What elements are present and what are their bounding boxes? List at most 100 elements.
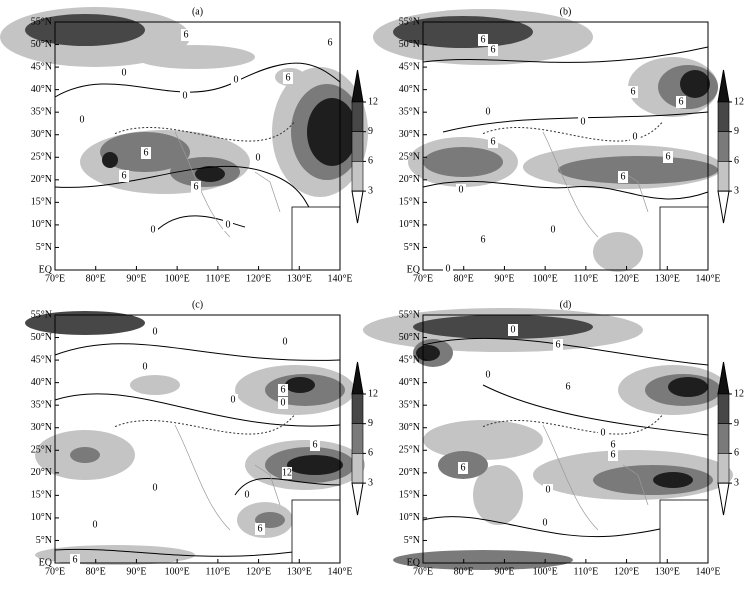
- contour-label: 0: [459, 184, 464, 195]
- inset-box: [291, 499, 341, 564]
- contour-label: 6: [481, 34, 486, 45]
- y-tick-label: 5°N: [36, 535, 52, 546]
- y-tick-label: 10°N: [399, 219, 420, 230]
- contour-label: 6: [122, 170, 127, 181]
- contour-label-bg: [242, 489, 252, 501]
- contour-label-bg: [563, 381, 573, 393]
- contour-label: 0: [446, 263, 451, 274]
- x-tick-label: 70°E: [45, 273, 65, 284]
- colorbar-segment: [351, 161, 364, 192]
- contour-label: 0: [234, 74, 239, 85]
- colorbar-tick-label: 6: [734, 156, 739, 167]
- x-tick-label: 110°E: [205, 566, 230, 577]
- contour-label-bg: [191, 181, 201, 193]
- contour-label: 6: [194, 181, 199, 192]
- panel-label: (a): [192, 6, 203, 17]
- contour-line: [54, 343, 341, 361]
- contour-label-bg: [253, 152, 263, 164]
- x-tick-label: 130°E: [287, 273, 312, 284]
- colorbar-segment: [351, 393, 364, 425]
- shaded-region: [416, 345, 440, 361]
- contour-label: 6: [491, 44, 496, 55]
- contour-label: 6: [461, 462, 466, 473]
- contour-label-bg: [478, 34, 488, 46]
- contour-label: 6: [481, 234, 486, 245]
- map-panel: (c) 0 0 0 6 0 0 6 12 0 0 0 6 6 70°E 80°E 90°E 100°E 110°E 1…: [25, 299, 365, 577]
- contour-label-bg: [90, 519, 100, 531]
- contour-label: 6: [556, 339, 561, 350]
- y-tick-label: 45°N: [399, 354, 420, 365]
- contour-label: 0: [281, 397, 286, 408]
- inset-box: [659, 206, 709, 271]
- shaded-region: [393, 550, 573, 570]
- contour-label: 0: [546, 484, 551, 495]
- colorbar-tick-label: 6: [368, 156, 373, 167]
- coastline: [174, 424, 281, 531]
- y-tick-label: 20°N: [31, 467, 52, 478]
- y-tick-label: 20°N: [31, 174, 52, 185]
- y-tick-label: 50°N: [399, 332, 420, 343]
- x-tick-label: 120°E: [246, 566, 271, 577]
- contour-label: 0: [93, 519, 98, 530]
- contour-line: [154, 215, 246, 233]
- contour-label: 0: [80, 114, 85, 125]
- y-tick-label: 25°N: [399, 152, 420, 163]
- dashed-contour: [482, 413, 664, 435]
- y-tick-label: 55°N: [399, 16, 420, 27]
- colorbar-bottom: [351, 190, 364, 224]
- contour-label-bg: [543, 484, 553, 496]
- y-tick-label: EQ: [407, 557, 421, 568]
- contour-label-bg: [282, 467, 292, 479]
- x-tick-label: 120°E: [246, 273, 271, 284]
- contour-line: [482, 384, 709, 436]
- x-tick-label: 90°E: [126, 566, 146, 577]
- shaded-region: [287, 455, 343, 475]
- y-tick-label: 40°N: [399, 84, 420, 95]
- colorbar-bottom: [717, 482, 730, 516]
- contour-label: 0: [581, 116, 586, 127]
- contour-label-bg: [483, 106, 493, 118]
- colorbar-tick-label: 12: [734, 96, 744, 107]
- colorbar-tick-label: 12: [734, 388, 744, 399]
- y-tick-label: 20°N: [399, 174, 420, 185]
- x-tick-label: 100°E: [533, 273, 558, 284]
- contour-label: 0: [551, 224, 556, 235]
- contour-label-bg: [223, 219, 233, 231]
- contour-label-bg: [483, 369, 493, 381]
- contour-label-bg: [70, 554, 80, 566]
- shaded-region: [593, 232, 643, 272]
- x-tick-label: 70°E: [413, 566, 433, 577]
- contour-label-bg: [255, 523, 265, 535]
- colorbar-segment: [351, 423, 364, 454]
- contour-label-bg: [141, 147, 151, 159]
- contour-label-bg: [608, 439, 618, 451]
- colorbar: 12 9 6 3: [351, 361, 378, 516]
- x-tick-label: 90°E: [126, 273, 146, 284]
- contour-line: [422, 46, 709, 63]
- x-tick-label: 130°E: [655, 273, 680, 284]
- x-tick-label: 110°E: [205, 273, 230, 284]
- x-tick-label: 140°E: [695, 273, 720, 284]
- x-tick-label: 70°E: [413, 273, 433, 284]
- y-tick-label: EQ: [407, 264, 421, 275]
- shaded-region: [285, 377, 315, 393]
- colorbar-bottom: [351, 482, 364, 516]
- shaded-region: [130, 375, 180, 395]
- colorbar-top: [717, 69, 730, 103]
- colorbar-tick-label: 6: [368, 448, 373, 459]
- x-tick-label: 80°E: [86, 273, 106, 284]
- x-tick-label: 130°E: [287, 566, 312, 577]
- contour-label-bg: [280, 336, 290, 348]
- colorbar-tick-label: 3: [734, 477, 739, 488]
- contour-label-bg: [598, 427, 608, 439]
- colorbar-segment: [717, 453, 730, 484]
- colorbar-tick-label: 12: [368, 96, 378, 107]
- colorbar-tick-label: 9: [734, 126, 739, 137]
- x-tick-label: 80°E: [86, 566, 106, 577]
- y-tick-label: 40°N: [31, 377, 52, 388]
- y-tick-label: 45°N: [399, 61, 420, 72]
- x-tick-label: 140°E: [327, 566, 352, 577]
- coastline: [542, 424, 649, 531]
- colorbar-segment: [351, 131, 364, 162]
